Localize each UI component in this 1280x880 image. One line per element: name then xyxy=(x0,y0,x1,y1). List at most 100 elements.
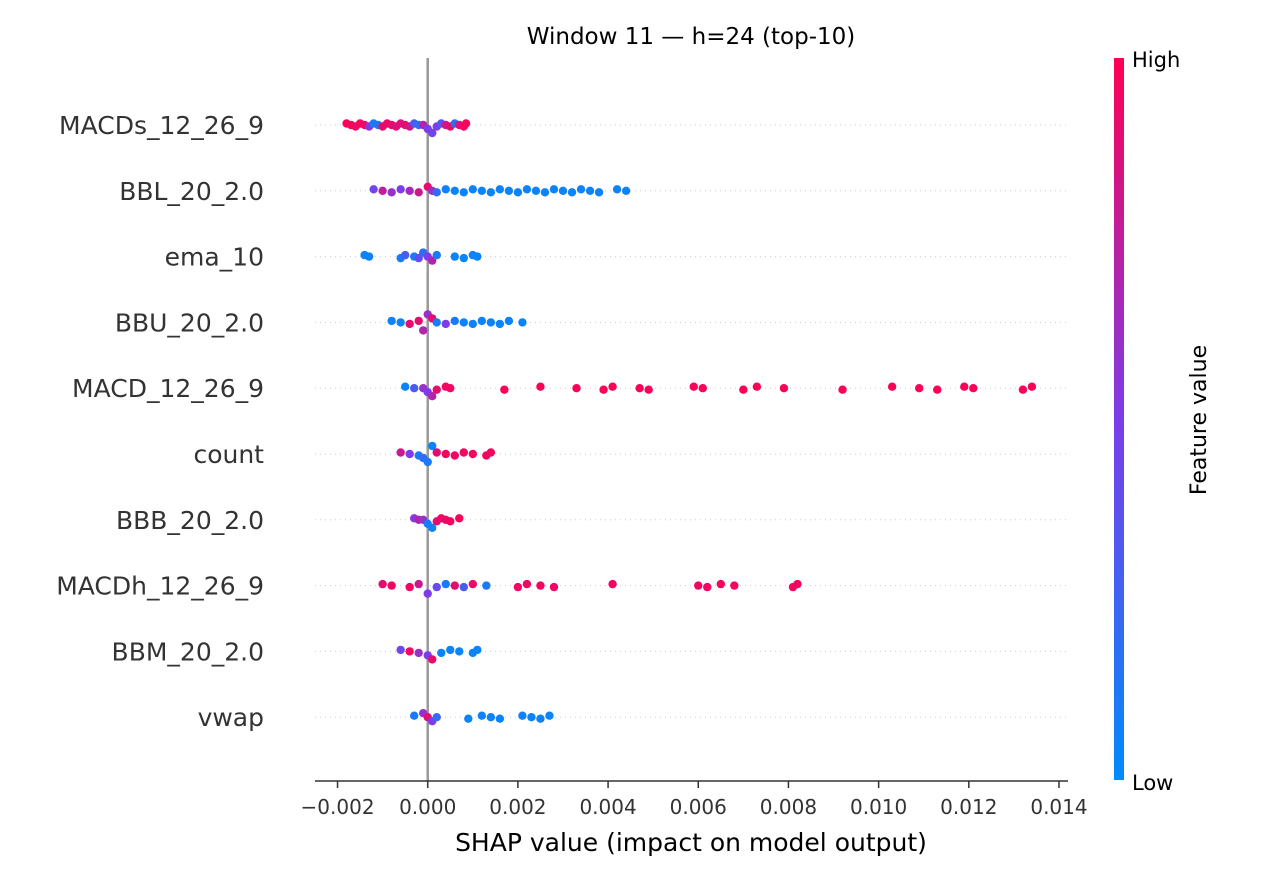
x-tick-label: 0.014 xyxy=(1030,795,1087,819)
shap-point xyxy=(446,645,455,655)
shap-point xyxy=(441,319,450,329)
shap-point xyxy=(414,648,423,658)
shap-point xyxy=(387,188,396,197)
shap-point xyxy=(1027,382,1037,391)
shap-point xyxy=(450,186,459,195)
shap-point xyxy=(838,385,847,394)
x-axis-ticks: −0.002 0.000 0.002 0.004 0.006 0.008 0.010 0.01… xyxy=(301,781,1088,819)
shap-point xyxy=(455,647,464,656)
shap-point xyxy=(793,579,802,589)
shap-point xyxy=(450,451,459,460)
shap-point xyxy=(536,382,545,391)
shap-point xyxy=(364,252,374,261)
colorbar-low-label: Low xyxy=(1132,771,1173,795)
shap-point xyxy=(960,382,969,391)
shap-point xyxy=(405,647,414,656)
shap-point xyxy=(468,579,478,589)
feature-label: count xyxy=(193,440,264,469)
shap-point xyxy=(405,319,414,329)
shap-point xyxy=(504,186,514,195)
shap-point xyxy=(455,514,464,523)
shap-point xyxy=(969,384,978,393)
shap-point xyxy=(576,185,586,194)
shap-point xyxy=(387,316,396,326)
shap-point xyxy=(486,713,496,722)
x-axis-label: SHAP value (impact on model output) xyxy=(455,828,927,857)
shap-point xyxy=(594,188,604,197)
shap-point xyxy=(572,384,581,393)
x-tick-label: 0.008 xyxy=(760,795,817,819)
shap-point xyxy=(468,185,478,194)
colorbar-high-label: High xyxy=(1132,48,1180,72)
shap-point xyxy=(473,645,482,655)
x-tick-label: 0.010 xyxy=(850,795,907,819)
shap-point xyxy=(432,385,441,394)
shap-point xyxy=(414,316,423,326)
shap-point xyxy=(432,318,441,327)
shap-point xyxy=(405,582,414,592)
shap-point xyxy=(644,385,653,394)
shap-point xyxy=(428,655,437,664)
shap-point xyxy=(441,579,450,589)
shap-point xyxy=(446,384,455,393)
feature-label: vwap xyxy=(198,703,264,732)
shap-point xyxy=(428,392,437,401)
shap-point xyxy=(414,188,423,197)
shap-point xyxy=(545,711,554,720)
shap-point xyxy=(739,385,748,394)
shap-point xyxy=(689,382,698,391)
shap-point xyxy=(461,119,471,128)
shap-point xyxy=(400,382,410,391)
shap-point xyxy=(495,319,505,329)
shap-point xyxy=(887,382,897,391)
shap-point xyxy=(779,384,789,393)
shap-point xyxy=(468,319,478,329)
shap-point xyxy=(915,384,924,393)
shap-point xyxy=(432,188,441,197)
shap-point xyxy=(608,382,617,391)
shap-point xyxy=(437,648,446,658)
x-tick-label: 0.002 xyxy=(489,795,546,819)
chart-title: Window 11 — h=24 (top-10) xyxy=(527,24,856,50)
shap-point xyxy=(459,448,468,457)
shap-point xyxy=(621,186,631,195)
shap-point xyxy=(500,385,509,394)
shap-point xyxy=(522,185,532,194)
shap-point xyxy=(518,318,527,327)
shap-point xyxy=(468,449,478,459)
shap-point xyxy=(409,384,419,393)
shap-point xyxy=(396,448,405,457)
shap-point xyxy=(428,441,437,451)
feature-label: BBU_20_2.0 xyxy=(115,308,264,337)
shap-point xyxy=(504,316,514,326)
shap-point xyxy=(527,713,536,722)
shap-point xyxy=(518,711,527,720)
shap-point xyxy=(405,449,414,459)
shap-point xyxy=(716,579,726,589)
shap-point xyxy=(450,252,459,261)
shap-point xyxy=(752,382,762,391)
shap-point xyxy=(432,713,441,722)
shap-point xyxy=(428,128,437,138)
shap-point xyxy=(558,186,568,195)
shap-point xyxy=(540,188,550,197)
shap-point xyxy=(730,581,739,590)
shap-point xyxy=(419,326,428,335)
shap-point xyxy=(459,318,468,327)
shap-point xyxy=(513,188,523,197)
shap-point xyxy=(635,384,644,393)
shap-point xyxy=(432,582,441,592)
shap-point xyxy=(486,188,496,197)
scatter-points xyxy=(342,119,1037,726)
shap-point xyxy=(464,714,473,723)
shap-point xyxy=(387,581,396,590)
colorbar-gradient xyxy=(1114,58,1124,780)
x-tick-label: 0.006 xyxy=(670,795,727,819)
shap-point xyxy=(400,250,410,260)
shap-point xyxy=(549,582,559,592)
shap-point xyxy=(441,449,450,459)
x-tick-label: 0.004 xyxy=(579,795,636,819)
shap-point xyxy=(933,385,942,394)
shap-point xyxy=(694,581,703,590)
feature-label: MACDs_12_26_9 xyxy=(59,111,264,140)
